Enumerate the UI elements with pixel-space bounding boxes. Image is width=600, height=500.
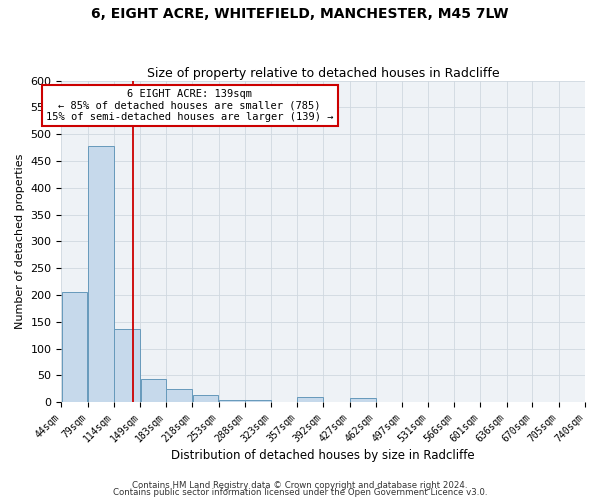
Bar <box>297 398 323 402</box>
Text: Contains public sector information licensed under the Open Government Licence v3: Contains public sector information licen… <box>113 488 487 497</box>
Bar <box>193 394 218 402</box>
Bar <box>245 400 271 402</box>
Text: 6 EIGHT ACRE: 139sqm
← 85% of detached houses are smaller (785)
15% of semi-deta: 6 EIGHT ACRE: 139sqm ← 85% of detached h… <box>46 88 334 122</box>
Bar <box>115 329 140 402</box>
Text: 6, EIGHT ACRE, WHITEFIELD, MANCHESTER, M45 7LW: 6, EIGHT ACRE, WHITEFIELD, MANCHESTER, M… <box>91 8 509 22</box>
Bar <box>350 398 376 402</box>
X-axis label: Distribution of detached houses by size in Radcliffe: Distribution of detached houses by size … <box>172 450 475 462</box>
Bar <box>62 292 88 402</box>
Title: Size of property relative to detached houses in Radcliffe: Size of property relative to detached ho… <box>147 66 500 80</box>
Y-axis label: Number of detached properties: Number of detached properties <box>15 154 25 329</box>
Bar <box>166 389 192 402</box>
Bar <box>219 400 245 402</box>
Bar <box>88 146 114 402</box>
Text: Contains HM Land Registry data © Crown copyright and database right 2024.: Contains HM Land Registry data © Crown c… <box>132 480 468 490</box>
Bar <box>140 378 166 402</box>
